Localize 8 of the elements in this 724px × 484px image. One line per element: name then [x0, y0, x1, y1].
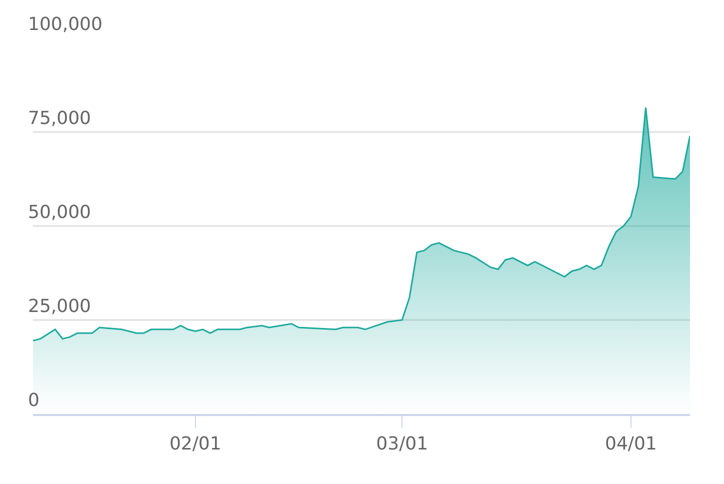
y-tick-label: 50,000: [28, 202, 91, 223]
y-tick-label: 75,000: [28, 108, 91, 129]
x-tick-label: 02/01: [169, 433, 222, 454]
y-tick-label: 100,000: [28, 14, 102, 35]
y-tick-label: 25,000: [28, 296, 91, 317]
y-tick-label: 0: [28, 390, 40, 411]
x-tick-label: 03/01: [376, 433, 428, 454]
x-tick-label: 04/01: [605, 433, 657, 454]
